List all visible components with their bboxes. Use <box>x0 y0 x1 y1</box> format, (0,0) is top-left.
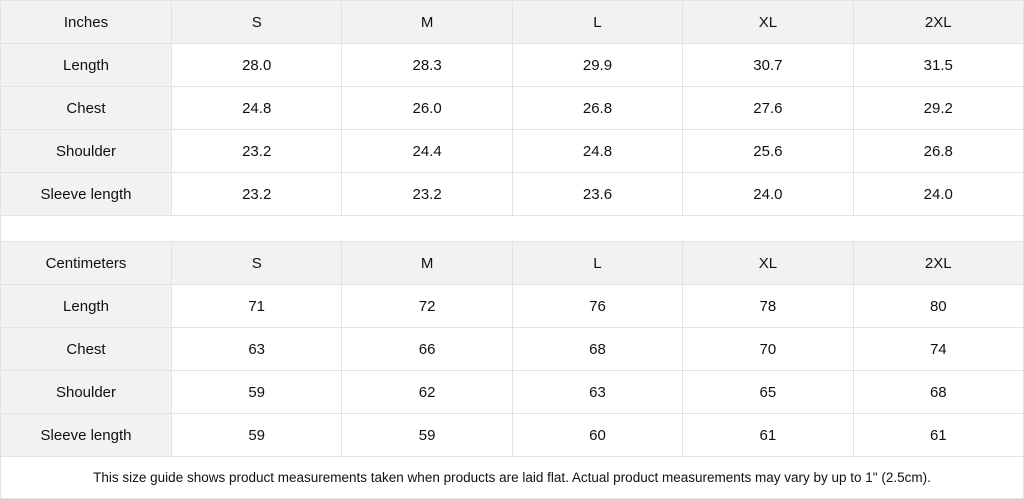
measurement-value: 63 <box>511 370 684 414</box>
table-header-row: Inches S M L XL 2XL <box>0 0 1024 44</box>
measurement-value: 59 <box>341 413 513 457</box>
size-header: S <box>170 241 343 285</box>
table-header-row: Centimeters S M L XL 2XL <box>0 241 1024 285</box>
spacer-row <box>0 215 1024 242</box>
measurement-value: 30.7 <box>682 43 854 87</box>
table-row: Chest 63 66 68 70 74 <box>0 327 1024 371</box>
measurement-value: 74 <box>852 327 1024 371</box>
measurement-value: 61 <box>682 413 854 457</box>
measurement-value: 23.6 <box>511 172 684 216</box>
measurement-value: 63 <box>170 327 343 371</box>
measurement-value: 65 <box>682 370 854 414</box>
measurement-value: 26.0 <box>341 86 513 130</box>
measurement-value: 66 <box>341 327 513 371</box>
measurement-value: 71 <box>170 284 343 328</box>
measurement-value: 76 <box>511 284 684 328</box>
footnote-row: This size guide shows product measuremen… <box>0 456 1024 499</box>
measurement-label: Shoulder <box>0 370 172 414</box>
unit-label: Centimeters <box>0 241 172 285</box>
size-header: XL <box>682 241 854 285</box>
measurement-value: 61 <box>852 413 1024 457</box>
measurement-value: 78 <box>682 284 854 328</box>
measurement-value: 24.0 <box>852 172 1024 216</box>
size-header: S <box>170 0 343 44</box>
measurement-value: 60 <box>511 413 684 457</box>
measurement-label: Sleeve length <box>0 413 172 457</box>
table-row: Shoulder 23.2 24.4 24.8 25.6 26.8 <box>0 129 1024 173</box>
measurement-value: 24.4 <box>341 129 513 173</box>
table-row: Chest 24.8 26.0 26.8 27.6 29.2 <box>0 86 1024 130</box>
measurement-value: 29.9 <box>511 43 684 87</box>
size-header: M <box>341 241 513 285</box>
measurement-value: 24.8 <box>511 129 684 173</box>
size-header: 2XL <box>852 0 1024 44</box>
measurement-value: 29.2 <box>852 86 1024 130</box>
table-row: Length 28.0 28.3 29.9 30.7 31.5 <box>0 43 1024 87</box>
unit-label: Inches <box>0 0 172 44</box>
measurement-value: 28.3 <box>341 43 513 87</box>
measurement-value: 26.8 <box>852 129 1024 173</box>
measurement-value: 24.0 <box>682 172 854 216</box>
table-row: Length 71 72 76 78 80 <box>0 284 1024 328</box>
measurement-value: 59 <box>170 370 343 414</box>
table-row: Sleeve length 23.2 23.2 23.6 24.0 24.0 <box>0 172 1024 216</box>
measurement-value: 23.2 <box>341 172 513 216</box>
measurement-label: Chest <box>0 86 172 130</box>
measurement-label: Length <box>0 43 172 87</box>
size-header: L <box>511 0 684 44</box>
measurement-value: 26.8 <box>511 86 684 130</box>
measurement-value: 23.2 <box>170 129 343 173</box>
size-header: L <box>511 241 684 285</box>
measurement-value: 62 <box>341 370 513 414</box>
measurement-label: Sleeve length <box>0 172 172 216</box>
table-row: Shoulder 59 62 63 65 68 <box>0 370 1024 414</box>
table-row: Sleeve length 59 59 60 61 61 <box>0 413 1024 457</box>
measurement-value: 70 <box>682 327 854 371</box>
measurement-value: 80 <box>852 284 1024 328</box>
size-header: M <box>341 0 513 44</box>
size-header: 2XL <box>852 241 1024 285</box>
measurement-value: 24.8 <box>170 86 343 130</box>
measurement-value: 68 <box>511 327 684 371</box>
measurement-value: 23.2 <box>170 172 343 216</box>
measurement-value: 68 <box>852 370 1024 414</box>
measurement-value: 28.0 <box>170 43 343 87</box>
size-header: XL <box>682 0 854 44</box>
measurement-value: 27.6 <box>682 86 854 130</box>
measurement-value: 31.5 <box>852 43 1024 87</box>
measurement-label: Shoulder <box>0 129 172 173</box>
spacer-cell <box>0 215 1024 242</box>
measurement-label: Length <box>0 284 172 328</box>
measurement-value: 25.6 <box>682 129 854 173</box>
measurement-value: 59 <box>170 413 343 457</box>
measurement-value: 72 <box>341 284 513 328</box>
footnote: This size guide shows product measuremen… <box>0 456 1024 499</box>
measurement-label: Chest <box>0 327 172 371</box>
